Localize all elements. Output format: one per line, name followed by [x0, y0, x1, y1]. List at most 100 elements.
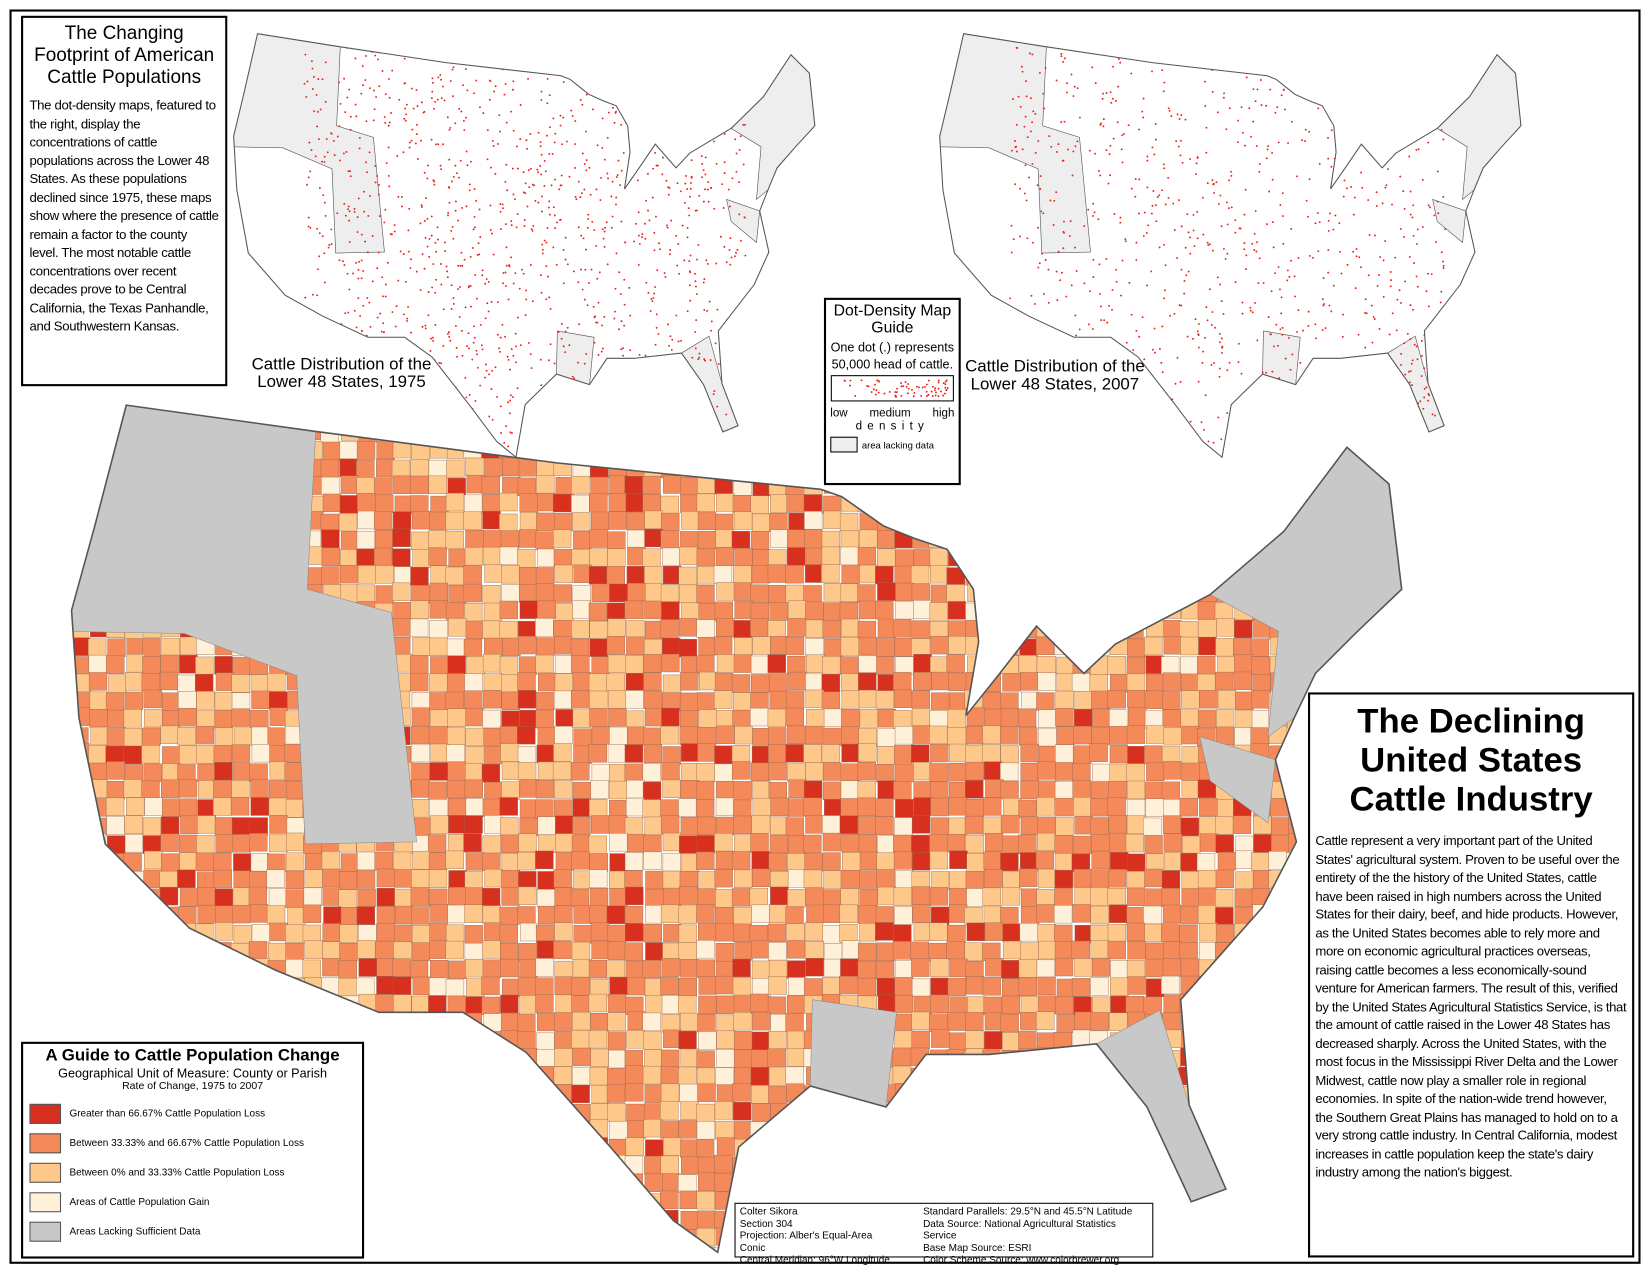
county [1161, 423, 1181, 442]
cattle-dot [676, 435, 679, 438]
county [1250, 1084, 1269, 1104]
cattle-dot [587, 33, 590, 36]
county [752, 1103, 771, 1122]
cattle-dot [526, 413, 528, 416]
county [464, 904, 483, 923]
county [71, 799, 89, 818]
cattle-dot [589, 400, 592, 403]
county [1056, 566, 1075, 585]
county [607, 531, 626, 550]
cattle-dot [738, 437, 741, 440]
county [857, 584, 876, 603]
county [429, 726, 448, 745]
county [752, 477, 771, 497]
county [429, 600, 448, 619]
cattle-dot [466, 164, 469, 167]
county [1235, 1031, 1254, 1050]
cattle-dot [545, 298, 548, 301]
cattle-dot [484, 363, 487, 366]
county [1125, 1138, 1144, 1157]
county [1289, 780, 1308, 799]
cattle-dot [415, 123, 418, 126]
county [839, 815, 859, 834]
county [465, 763, 484, 782]
county [465, 887, 484, 906]
county [554, 780, 573, 799]
county [71, 442, 90, 461]
cattle-dot [537, 131, 540, 134]
county [984, 495, 1003, 514]
county [1125, 1175, 1145, 1194]
county [1342, 674, 1361, 693]
county [409, 1049, 428, 1068]
cattle-dot [316, 110, 319, 113]
cattle-dot [687, 207, 690, 210]
county [1018, 977, 1037, 996]
county [982, 1119, 1001, 1139]
cattle-dot [578, 423, 581, 426]
county [1286, 1226, 1305, 1245]
county [1092, 584, 1111, 603]
county [376, 976, 395, 995]
county [1196, 458, 1216, 477]
county [394, 422, 413, 441]
county [1091, 726, 1110, 746]
cattle-dot [475, 199, 478, 202]
county [786, 1048, 806, 1067]
county [1198, 1102, 1217, 1121]
county [1179, 547, 1198, 567]
county [1324, 673, 1343, 692]
county [499, 726, 519, 745]
cattle-dot [702, 281, 705, 284]
county [376, 958, 395, 977]
county [71, 942, 90, 961]
county [573, 1172, 592, 1192]
county [339, 943, 358, 962]
county [589, 493, 608, 512]
county [983, 851, 1002, 870]
county [1091, 763, 1111, 783]
county [519, 709, 538, 729]
county [1146, 762, 1165, 781]
cattle-dot [603, 230, 606, 233]
county [428, 1211, 447, 1230]
county [1287, 1118, 1306, 1138]
county [376, 922, 395, 942]
county [893, 1119, 912, 1138]
county [1054, 636, 1073, 655]
county [215, 672, 235, 691]
county [1109, 565, 1128, 584]
cattle-dot [676, 264, 679, 267]
county [553, 1102, 573, 1122]
cattle-dot [304, 408, 307, 411]
county [662, 832, 682, 852]
county [499, 906, 518, 926]
cattle-dot [483, 50, 486, 52]
county [1021, 1155, 1040, 1175]
county [1198, 636, 1217, 656]
cattle-dot [606, 172, 609, 175]
county [1234, 654, 1253, 673]
county [1268, 459, 1288, 478]
county [1197, 601, 1217, 620]
county [555, 603, 574, 622]
county [393, 1139, 412, 1158]
cattle-dot [368, 87, 371, 90]
county [1072, 457, 1091, 476]
county [160, 833, 179, 852]
cattle-dot [629, 349, 632, 352]
county [1145, 942, 1164, 962]
county [1180, 817, 1200, 836]
cattle-dot [439, 389, 442, 392]
county [625, 1065, 644, 1084]
county [877, 582, 896, 601]
county [1053, 495, 1073, 514]
county [554, 655, 574, 674]
gray-area [810, 999, 897, 1108]
county [930, 977, 949, 997]
county [231, 744, 251, 763]
cattle-dot [477, 242, 480, 245]
cattle-dot [432, 339, 435, 342]
cattle-dot [571, 375, 574, 378]
cattle-dot [725, 261, 728, 264]
